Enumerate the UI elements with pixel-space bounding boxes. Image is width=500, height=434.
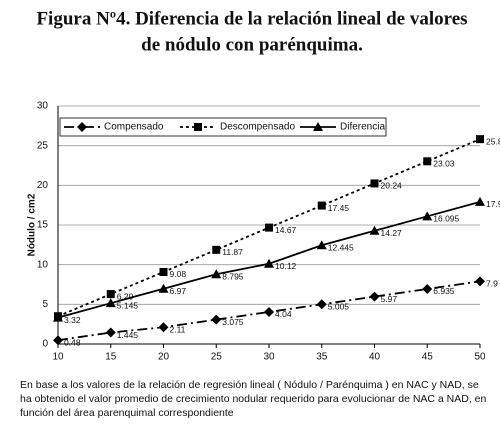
marker [159, 267, 168, 276]
marker [422, 211, 433, 221]
data-label: 3.075 [222, 317, 244, 327]
data-label: 7.9 [486, 279, 498, 289]
legend-label: Diferencia [340, 122, 385, 133]
data-label: 6.935 [433, 286, 455, 296]
marker [423, 157, 432, 166]
marker [105, 298, 116, 308]
data-label: 1.445 [117, 330, 139, 340]
data-label: 5.005 [328, 302, 350, 312]
y-tick-label: 30 [37, 101, 49, 112]
data-label: 2.11 [170, 325, 186, 335]
legend-marker [77, 122, 87, 132]
data-label: 14.67 [275, 225, 297, 235]
y-axis-label: Nódulo / cm2 [27, 193, 38, 256]
marker [476, 135, 484, 144]
chart-subtitle: de nódulo con parénquima. [141, 34, 363, 55]
chart-title: Figura Nº4. Diferencia de la relación li… [36, 8, 467, 29]
data-label: 23.03 [433, 159, 455, 169]
data-label: 11.87 [222, 247, 243, 257]
data-label: 10.12 [275, 261, 297, 271]
data-label: 17.92 [486, 199, 500, 209]
legend-marker [194, 123, 202, 131]
data-label: 5.97 [381, 294, 398, 304]
series-line [57, 280, 481, 342]
marker [369, 291, 380, 302]
y-tick-label: 25 [37, 140, 49, 151]
marker [105, 327, 116, 338]
marker [475, 276, 485, 287]
marker [316, 240, 327, 250]
data-label: 0.48 [64, 337, 81, 347]
marker [106, 290, 115, 299]
legend-label: Compensado [104, 122, 164, 133]
legend-marker [313, 122, 323, 131]
x-tick-label: 15 [105, 352, 117, 363]
marker [212, 245, 221, 254]
y-tick-label: 0 [42, 339, 48, 350]
x-tick-label: 50 [474, 352, 486, 363]
data-label: 25.82 [486, 136, 500, 146]
y-tick-label: 10 [37, 259, 49, 270]
data-label: 14.27 [381, 228, 403, 238]
data-label: 20.24 [381, 181, 403, 191]
x-tick-label: 45 [422, 352, 434, 363]
legend-label: Descompensado [220, 122, 295, 133]
marker [265, 223, 273, 232]
caption: En base a los valores de la relación de … [20, 379, 487, 419]
data-label: 16.095 [433, 214, 459, 224]
marker [369, 225, 380, 235]
marker [316, 299, 327, 310]
y-tick-label: 20 [37, 180, 49, 191]
marker [53, 335, 63, 346]
data-label: 17.45 [328, 203, 350, 213]
x-tick-label: 40 [369, 352, 381, 363]
marker [264, 306, 274, 317]
marker [422, 283, 433, 294]
marker [475, 196, 485, 206]
x-tick-label: 25 [211, 352, 223, 363]
marker [211, 269, 222, 279]
x-tick-label: 20 [158, 352, 170, 363]
data-label: 6.29 [117, 291, 134, 301]
y-tick-label: 15 [37, 220, 49, 231]
marker [264, 258, 274, 268]
x-tick-label: 10 [52, 352, 64, 363]
marker [317, 201, 326, 210]
marker [158, 283, 169, 293]
marker [370, 179, 379, 188]
marker [211, 314, 222, 325]
data-label: 4.04 [275, 309, 292, 319]
data-label: 5.145 [117, 300, 139, 310]
data-label: 6.97 [170, 286, 187, 296]
y-tick-label: 5 [42, 299, 48, 310]
data-label: 9.08 [170, 269, 187, 279]
data-label: 3.32 [64, 315, 81, 325]
x-tick-label: 30 [263, 352, 275, 363]
marker [53, 312, 63, 322]
marker [158, 322, 169, 333]
legend-box [59, 117, 387, 137]
x-tick-label: 35 [316, 352, 328, 363]
data-label: 12.445 [328, 243, 354, 253]
data-label: 8.795 [222, 271, 244, 281]
